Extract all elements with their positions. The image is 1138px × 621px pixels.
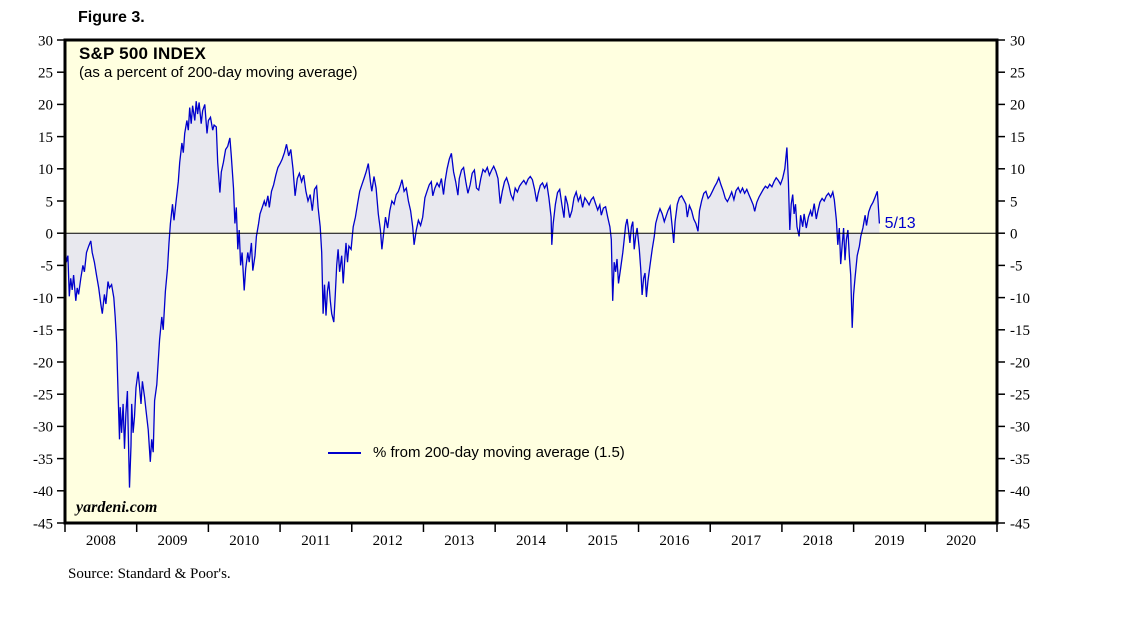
- y-tick-label-right: 0: [1010, 226, 1018, 242]
- y-tick-label-right: -40: [1010, 484, 1030, 500]
- y-tick-label-left: 15: [38, 130, 53, 146]
- y-tick-label-left: 0: [46, 226, 54, 242]
- y-tick-label-left: -25: [33, 387, 53, 403]
- y-tick-label-right: 10: [1010, 162, 1025, 178]
- x-tick-label: 2014: [516, 533, 547, 549]
- y-tick-label-right: -30: [1010, 420, 1030, 436]
- y-tick-label-left: -10: [33, 291, 53, 307]
- chart-title: S&P 500 INDEX: [79, 44, 207, 63]
- x-tick-label: 2010: [229, 533, 259, 549]
- y-tick-label-right: -15: [1010, 323, 1030, 339]
- x-tick-label: 2018: [803, 533, 833, 549]
- series-line: [64, 101, 881, 488]
- plot-background: [65, 40, 997, 523]
- y-tick-label-left: -15: [33, 323, 53, 339]
- y-tick-label-left: -35: [33, 452, 53, 468]
- x-tick-label: 2008: [86, 533, 116, 549]
- chart-subtitle: (as a percent of 200-day moving average): [79, 64, 358, 81]
- y-tick-label-left: -5: [41, 259, 54, 275]
- x-tick-label: 2019: [874, 533, 904, 549]
- last-date-annotation: 5/13: [884, 214, 916, 232]
- x-tick-label: 2017: [731, 533, 762, 549]
- x-tick-label: 2013: [444, 533, 474, 549]
- y-tick-label-right: -25: [1010, 387, 1030, 403]
- y-tick-label-right: 15: [1010, 130, 1025, 146]
- series-area-fill: [65, 101, 880, 488]
- x-tick-label: 2020: [946, 533, 976, 549]
- y-tick-label-right: 20: [1010, 98, 1025, 114]
- legend-label: % from 200-day moving average (1.5): [373, 444, 625, 461]
- source-note: Source: Standard & Poor's.: [68, 566, 231, 582]
- y-tick-label-right: -35: [1010, 452, 1030, 468]
- x-tick-label: 2012: [373, 533, 403, 549]
- x-tick-label: 2009: [158, 533, 188, 549]
- y-tick-label-right: -5: [1010, 259, 1023, 275]
- x-tick-label: 2016: [659, 533, 690, 549]
- plot-border: [63, 38, 999, 525]
- y-tick-label-right: -45: [1010, 516, 1030, 532]
- y-tick-label-left: 20: [38, 98, 53, 114]
- y-tick-label-left: -30: [33, 420, 53, 436]
- legend: % from 200-day moving average (1.5): [328, 444, 625, 461]
- watermark: yardeni.com: [76, 499, 158, 516]
- y-tick-label-right: 5: [1010, 194, 1018, 210]
- y-tick-label-left: 5: [46, 194, 54, 210]
- y-tick-label-left: -45: [33, 516, 53, 532]
- x-tick-label: 2011: [301, 533, 330, 549]
- legend-line-swatch-icon: [328, 451, 361, 454]
- y-tick-label-right: -10: [1010, 291, 1030, 307]
- figure-label: Figure 3.: [78, 9, 145, 26]
- y-tick-label-right: 30: [1010, 33, 1025, 49]
- y-tick-label-left: 30: [38, 33, 53, 49]
- y-tick-label-left: -20: [33, 355, 53, 371]
- x-tick-label: 2015: [588, 533, 618, 549]
- y-tick-label-right: -20: [1010, 355, 1030, 371]
- y-tick-label-left: -40: [33, 484, 53, 500]
- y-tick-label-left: 25: [38, 65, 53, 81]
- y-tick-label-left: 10: [38, 162, 53, 178]
- y-tick-label-right: 25: [1010, 65, 1025, 81]
